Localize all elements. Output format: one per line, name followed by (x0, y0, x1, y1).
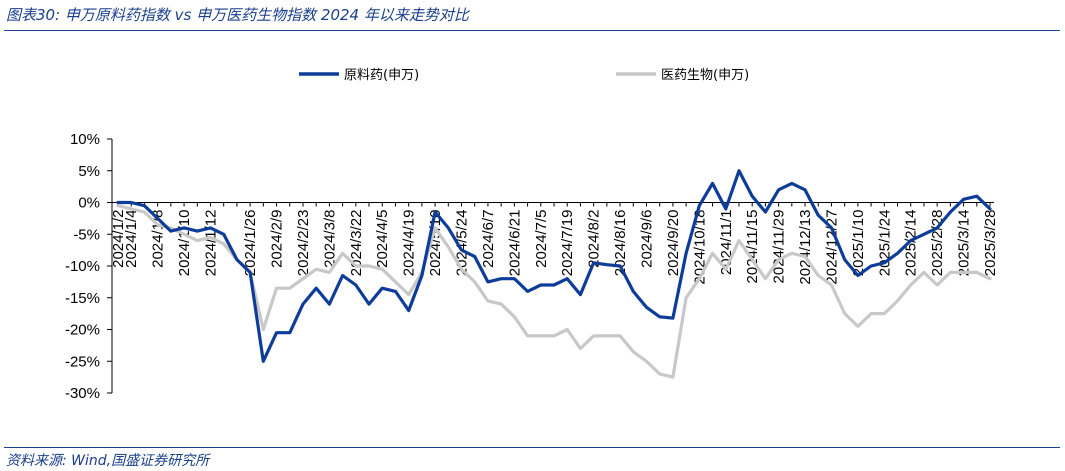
y-tick-label: -10% (65, 258, 100, 275)
x-tick-label: 2025/3/28 (982, 210, 999, 277)
y-tick-label: -15% (65, 290, 100, 307)
x-tick-label: 2024/8/16 (612, 210, 629, 277)
x-tick-label: 2024/9/20 (665, 210, 682, 277)
x-tick-label: 2024/8/2 (586, 210, 603, 268)
x-tick-label: 2024/1/4 (123, 210, 140, 268)
legend: 原料药(申万) 医药生物(申万) (299, 68, 749, 83)
line-chart: 原料药(申万) 医药生物(申万) 10% 5% 0% -5% -10% -15% -20% -2… (65, 68, 999, 402)
x-tick-label: 2024/6/21 (506, 210, 523, 277)
x-tick-label: 2024/1/2 (110, 210, 127, 268)
y-tick-label: -20% (65, 322, 100, 339)
x-tick-label: 2024/4/5 (374, 210, 391, 268)
legend-label: 医药生物(申万) (661, 68, 749, 83)
source-note: 资料来源: Wind,国盛证券研究所 (6, 453, 210, 469)
x-tick-label: 2024/1/26 (242, 210, 259, 277)
y-tick-label: -30% (65, 385, 100, 402)
x-tick-label: 2024/10/18 (691, 210, 708, 285)
x-tick-label: 2024/3/8 (321, 210, 338, 268)
x-tick-label: 2024/1/12 (202, 210, 219, 277)
y-tick-label: 0% (78, 195, 100, 212)
x-tick-label: 2024/9/6 (638, 210, 655, 268)
legend-label: 原料药(申万) (344, 68, 419, 83)
series-layer (116, 169, 992, 379)
x-tick-label: 2024/2/9 (269, 210, 286, 268)
x-tick-label: 2024/12/13 (797, 210, 814, 285)
y-tick-label: -25% (65, 353, 100, 370)
x-tick-label: 2024/12/27 (823, 210, 840, 285)
x-tick-label: 2025/1/24 (876, 210, 893, 277)
y-tick-label: 5% (78, 163, 100, 180)
x-tick-label: 2025/3/14 (956, 209, 973, 276)
series-line-pharma-biotech (116, 204, 992, 379)
x-tick-label: 2025/2/14 (903, 210, 920, 277)
source-divider (4, 447, 1060, 448)
y-tick-label: 10% (70, 131, 100, 148)
x-tick-label: 2024/7/5 (533, 210, 550, 268)
x-tick-label: 2024/4/19 (401, 210, 418, 277)
x-tick-label: 2025/1/10 (850, 210, 867, 277)
x-tick-label: 2024/7/19 (559, 210, 576, 277)
x-tick-label: 2024/1/10 (176, 210, 193, 277)
x-tick-label: 2024/3/22 (348, 210, 365, 277)
series-line-raw-material-drugs (116, 169, 992, 363)
title-divider (4, 30, 1060, 31)
x-tick-label: 2024/11/29 (771, 210, 788, 284)
x-tick-label: 2024/6/7 (480, 210, 497, 268)
y-axis: 10% 5% 0% -5% -10% -15% -20% -25% -30% (65, 131, 113, 402)
figure-title: 图表30: 申万原料药指数 vs 申万医药生物指数 2024 年以来走势对比 (6, 6, 469, 24)
y-tick-label: -5% (73, 226, 100, 243)
x-tick-label: 2024/2/23 (295, 210, 312, 277)
x-tick-label: 2025/2/28 (929, 210, 946, 277)
x-tick-label: 2024/11/15 (744, 210, 761, 284)
x-tick-label: 2024/5/24 (454, 210, 471, 277)
